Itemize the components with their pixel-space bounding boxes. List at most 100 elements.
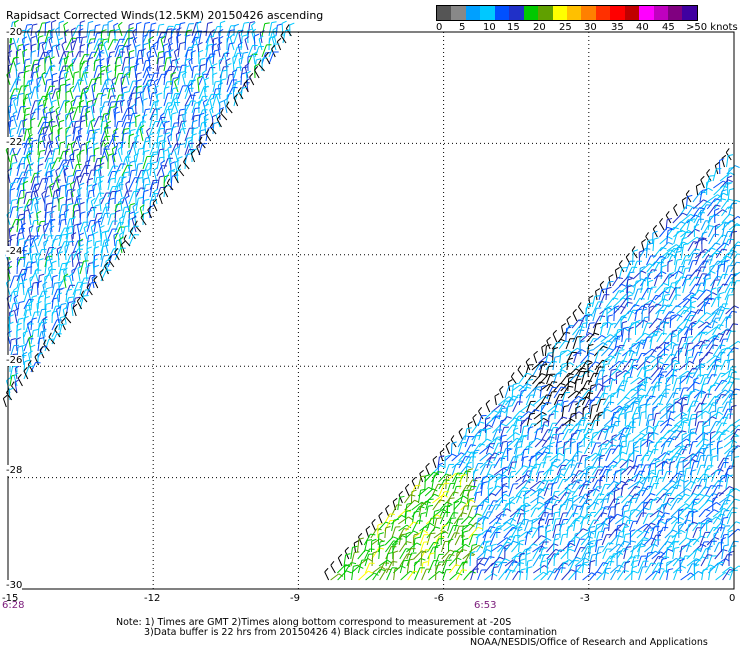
wind-barb-flag — [130, 128, 136, 131]
wind-barb-flag — [718, 324, 724, 327]
wind-barb-flag — [645, 364, 651, 367]
wind-barb — [128, 58, 131, 72]
wind-barb — [560, 372, 570, 385]
legend-label: 20 — [533, 22, 546, 33]
wind-barb — [729, 232, 733, 245]
wind-barb-flag — [648, 439, 654, 443]
wind-barb — [598, 465, 606, 476]
wind-barb-flag — [116, 203, 122, 206]
wind-barb — [561, 406, 565, 420]
wind-barb-flag — [128, 36, 134, 40]
wind-barb — [513, 420, 518, 434]
wind-barb — [530, 507, 537, 518]
wind-barb-flag — [67, 188, 73, 191]
wind-barb — [606, 307, 616, 315]
wind-barb-flag — [58, 251, 64, 255]
wind-barb-flag — [543, 423, 549, 428]
wind-barb-flag — [468, 488, 474, 492]
wind-barb — [540, 415, 543, 427]
wind-barb — [651, 381, 658, 392]
wind-barb-flag — [461, 474, 467, 477]
wind-barb-flag — [507, 379, 513, 383]
wind-barb — [107, 213, 112, 226]
wind-barb-flag — [188, 138, 193, 143]
wind-barb-flag — [22, 351, 28, 356]
wind-barb-flag — [60, 69, 66, 72]
wind-barb — [577, 306, 585, 315]
wind-barb-flag — [676, 401, 682, 405]
wind-barb-flag — [194, 91, 200, 94]
wind-barb-flag — [670, 285, 676, 290]
wind-barb-flag — [600, 475, 606, 478]
wind-barb-flag — [106, 120, 112, 124]
wind-barb-flag — [142, 34, 148, 38]
wind-barb-flag — [610, 368, 617, 371]
wind-barb — [9, 303, 14, 317]
wind-barb — [191, 66, 194, 79]
wind-barb — [23, 211, 26, 226]
wind-barb — [156, 187, 162, 198]
wind-barb-flag — [42, 125, 48, 130]
wind-barb-flag — [497, 476, 503, 479]
wind-barb — [599, 307, 606, 322]
wind-barb — [697, 312, 707, 322]
wind-barb — [175, 134, 179, 149]
wind-barb-flag — [136, 91, 142, 94]
wind-barb-flag — [583, 405, 589, 409]
wind-barb-flag — [16, 328, 22, 332]
wind-barb — [121, 134, 125, 149]
wind-barb — [142, 44, 145, 58]
wind-barb — [598, 289, 603, 301]
wind-barb — [276, 41, 282, 51]
wind-barb — [722, 231, 729, 245]
wind-barb-flag — [150, 198, 156, 202]
wind-barb-flag — [717, 485, 723, 487]
wind-barb — [70, 303, 74, 317]
wind-barb-flag — [590, 399, 596, 402]
wind-barb-flag — [584, 370, 590, 373]
wind-barb-flag — [692, 367, 698, 370]
wind-barb-flag — [444, 479, 450, 482]
wind-barb-flag — [617, 277, 623, 280]
wind-barb — [576, 429, 582, 441]
wind-barb — [36, 227, 39, 240]
wind-barb-flag — [599, 315, 606, 318]
wind-barb — [444, 453, 453, 462]
wind-barb — [613, 307, 615, 322]
wind-barb — [63, 24, 67, 37]
wind-barb-flag — [560, 382, 566, 386]
wind-barb-flag — [737, 340, 740, 344]
wind-barb-flag — [488, 487, 494, 490]
wind-barb-flag — [544, 501, 550, 505]
wind-barb — [632, 261, 638, 273]
wind-barb-flag — [617, 335, 623, 337]
wind-barb-flag — [527, 445, 533, 449]
wind-barb-flag — [715, 397, 721, 401]
wind-barb — [485, 437, 497, 448]
wind-barb-flag — [52, 310, 58, 314]
wind-barb — [524, 364, 530, 378]
wind-barb-flag — [683, 309, 690, 312]
wind-barb-flag — [585, 412, 591, 415]
wind-barb-flag — [596, 307, 602, 309]
wind-barb-flag — [30, 344, 36, 348]
wind-barb — [148, 39, 151, 51]
wind-barb — [597, 439, 608, 448]
wind-barb-flag — [23, 330, 29, 334]
wind-barb — [649, 510, 660, 518]
wind-barb-flag — [705, 468, 711, 471]
wind-barb-flag — [662, 461, 668, 464]
wind-barb-flag — [46, 78, 52, 81]
wind-barb — [100, 95, 103, 107]
wind-barb-flag — [463, 495, 468, 500]
wind-barb-flag — [736, 261, 740, 264]
wind-barb-flag — [95, 128, 101, 131]
wind-barb-flag — [556, 427, 562, 430]
wind-barb — [93, 130, 96, 142]
wind-barb — [640, 464, 646, 476]
wind-barb-flag — [96, 212, 103, 215]
wind-barb — [107, 178, 111, 191]
wind-barb — [57, 253, 60, 268]
wind-barb — [37, 116, 43, 128]
wind-barb — [226, 105, 233, 114]
